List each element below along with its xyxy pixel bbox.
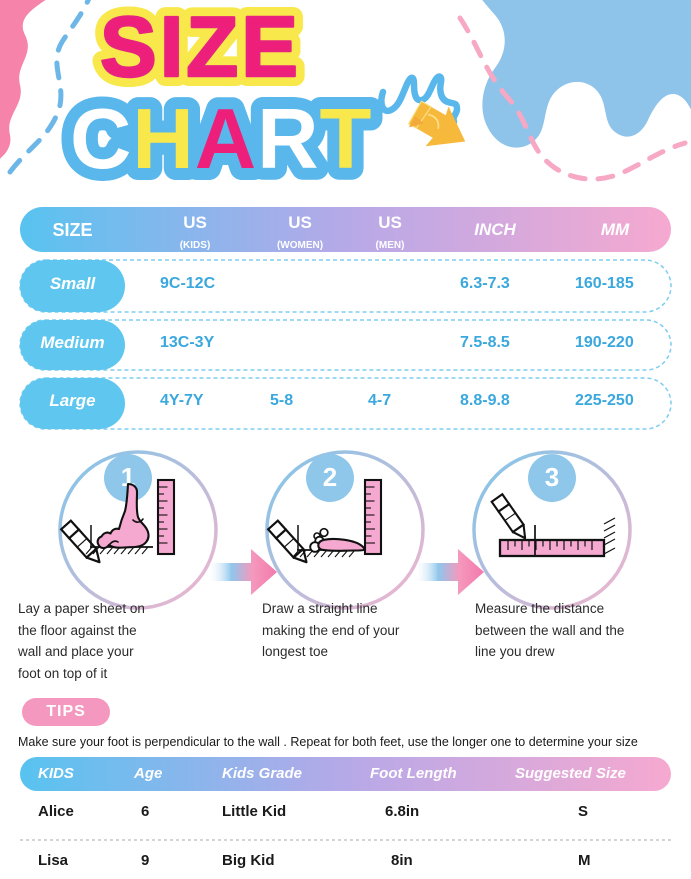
- svg-text:R: R: [257, 92, 319, 187]
- svg-text:2: 2: [323, 462, 337, 492]
- svg-text:H: H: [132, 92, 194, 187]
- svg-text:A: A: [195, 92, 257, 187]
- svg-text:SIZE: SIZE: [100, 0, 301, 95]
- svg-text:T: T: [320, 92, 373, 187]
- svg-text:C: C: [70, 92, 132, 187]
- svg-text:3: 3: [545, 462, 559, 492]
